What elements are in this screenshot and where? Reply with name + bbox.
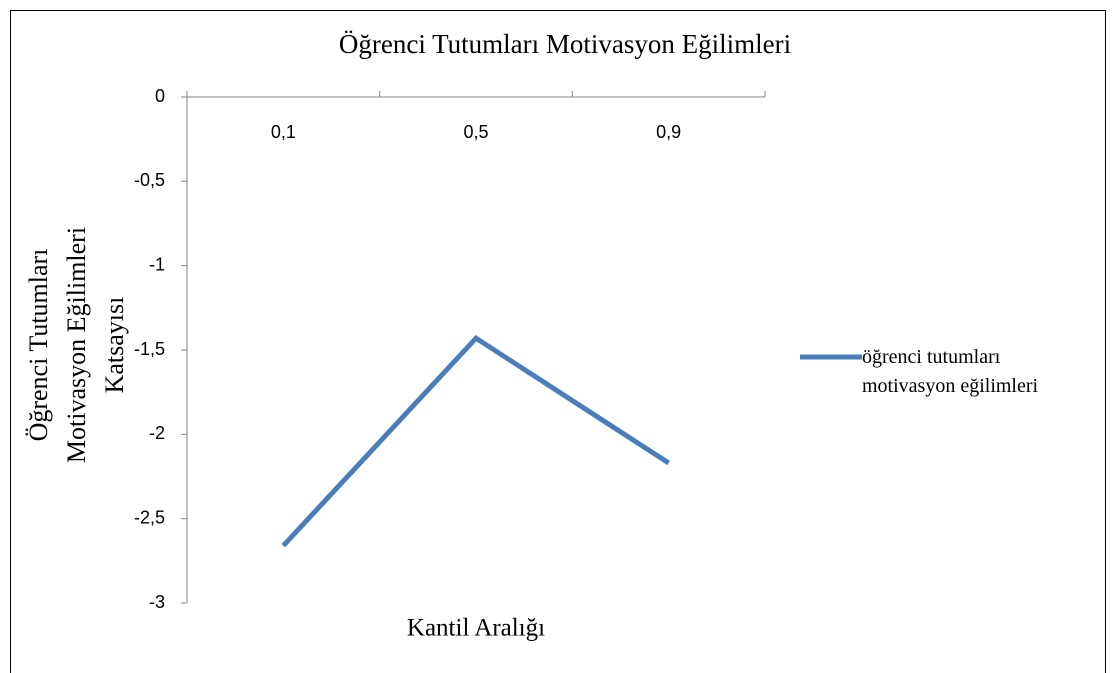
y-tick-label: -1,5 (134, 339, 165, 359)
chart-border (10, 10, 1106, 673)
y-axis-label: Öğrenci Tutumları Motivasyon Eğilimleri … (24, 226, 129, 464)
legend-label: öğrenci tutumları motivasyon eğilimleri (862, 346, 1039, 397)
y-tick-label: -2,5 (134, 507, 165, 527)
x-tick-label: 0,9 (656, 122, 681, 142)
y-tick-label: -2 (149, 423, 165, 443)
y-tick-label: -3 (149, 592, 165, 612)
y-tick-label: 0 (155, 86, 165, 106)
y-tick-label: -0,5 (134, 170, 165, 190)
x-tick-label: 0,1 (271, 122, 296, 142)
chart-title: Öğrenci Tutumları Motivasyon Eğilimleri (339, 29, 791, 59)
x-axis-label: Kantil Aralığı (407, 615, 545, 642)
x-tick-label: 0,5 (463, 122, 488, 142)
y-tick-label: -1 (149, 254, 165, 274)
data-line (281, 334, 671, 548)
